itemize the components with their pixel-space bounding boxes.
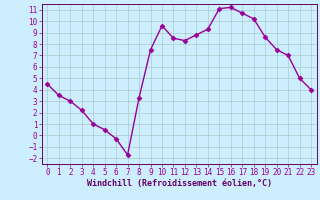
- X-axis label: Windchill (Refroidissement éolien,°C): Windchill (Refroidissement éolien,°C): [87, 179, 272, 188]
